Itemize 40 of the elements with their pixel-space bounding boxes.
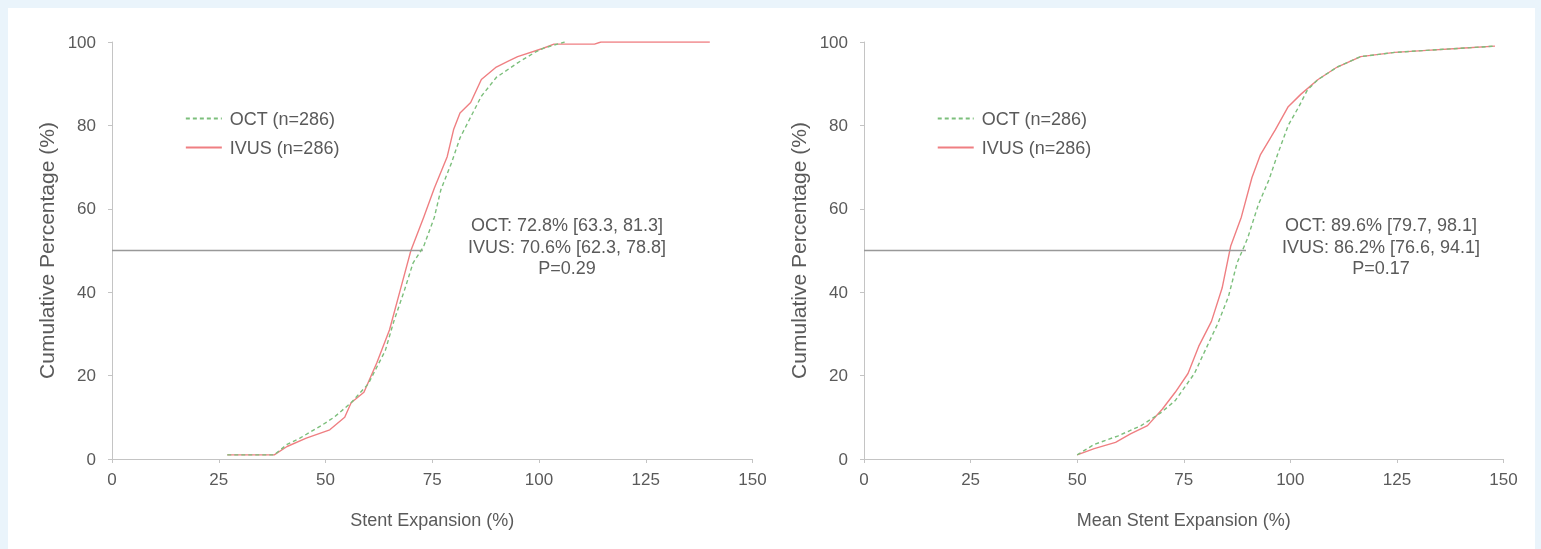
y-tick-label: 40 [828,282,848,302]
x-tick-label: 100 [524,470,554,489]
annotation: P=0.29 [538,258,596,279]
y-axis-title: Cumulative Percentage (%) [786,122,810,379]
annotation: IVUS: 86.2% [76.6, 94.1] [1281,236,1480,257]
y-tick-label: 0 [86,449,96,469]
y-tick-label: 60 [828,199,848,219]
y-tick-label: 20 [77,366,96,386]
y-tick-label: 100 [819,32,848,52]
y-tick-label: 40 [77,282,96,302]
legend-label: OCT (n=286) [981,108,1087,129]
y-tick-label: 0 [838,449,848,469]
annotation: OCT: 72.8% [63.3, 81.3] [470,215,664,236]
x-tick-label: 50 [1067,470,1087,489]
x-tick-label: 125 [1382,470,1411,489]
y-tick-label: 100 [67,32,96,52]
y-tick-label: 80 [828,115,848,135]
x-tick-label: 100 [1275,470,1305,489]
annotation: IVUS: 70.6% [62.3, 78.8] [467,236,667,257]
x-tick-label: 75 [1173,470,1193,489]
y-axis-title: Cumulative Percentage (%) [34,122,58,379]
x-tick-label: 150 [738,470,767,489]
x-tick-label: 75 [422,470,442,489]
x-tick-label: 25 [209,470,229,489]
annotation: OCT: 89.6% [79.7, 98.1] [1284,215,1477,236]
x-tick-label: 125 [631,470,660,489]
annotation: P=0.17 [1351,258,1410,279]
y-tick-label: 20 [828,366,848,386]
y-tick-label: 80 [77,115,96,135]
x-tick-label: 0 [858,470,869,489]
x-tick-label: 50 [316,470,335,489]
x-tick-label: 25 [960,470,980,489]
x-axis-title: Mean Stent Expansion (%) [1076,510,1291,530]
x-axis-title: Stent Expansion (%) [350,510,515,530]
legend-label: OCT (n=286) [229,108,336,129]
legend-label: IVUS (n=286) [229,137,340,158]
y-tick-label: 60 [77,199,96,219]
x-tick-label: 150 [1488,470,1518,489]
x-tick-label: 0 [107,470,117,489]
legend-label: IVUS (n=286) [981,137,1091,158]
